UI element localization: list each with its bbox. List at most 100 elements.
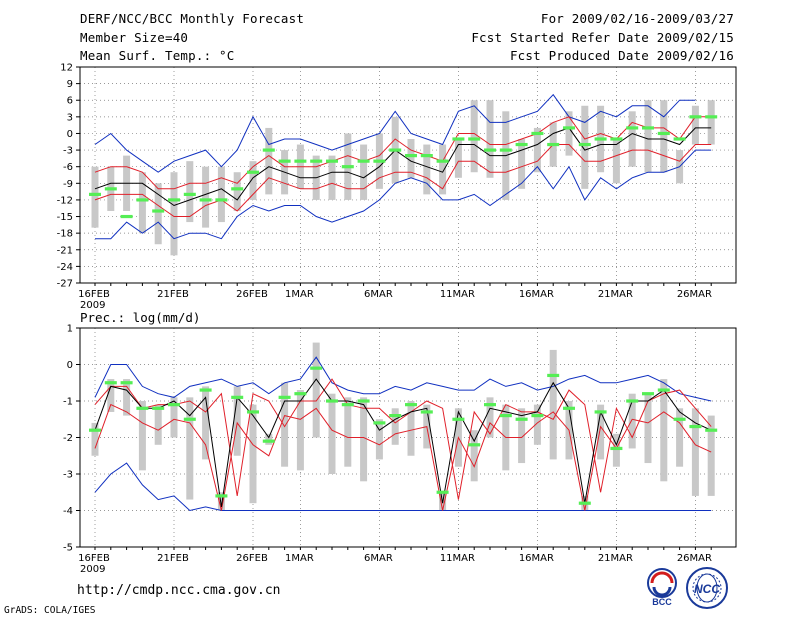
prec-median-16 [341, 403, 354, 407]
temp-median-5 [168, 198, 180, 202]
prec-box-4 [154, 404, 162, 445]
prec-year-label: 2009 [80, 564, 105, 575]
temp-box-24 [470, 100, 478, 173]
prec-median-11 [262, 439, 275, 443]
temp-median-18 [373, 159, 386, 163]
prec-xtick-label: 21FEB [157, 553, 189, 564]
prec-median-34 [626, 399, 639, 403]
temp-xtick-label: 16MAR [519, 289, 554, 300]
prec-xtick-label: 16FEB [78, 553, 110, 564]
temp-median-24 [468, 137, 481, 141]
temp-box-39 [707, 100, 715, 145]
temp-box-6 [186, 161, 194, 223]
prec-box-12 [281, 382, 289, 467]
prec-median-17 [357, 399, 370, 403]
temp-median-20 [405, 154, 417, 158]
prec-median-0 [89, 428, 101, 432]
temp-xtick-label: 1MAR [285, 289, 314, 300]
temp-box-35 [644, 100, 652, 173]
temp-median-29 [547, 142, 560, 147]
forecast-period: For 2009/02/16-2009/03/27 [540, 11, 734, 26]
temp-ytick-label: -24 [57, 262, 73, 273]
prec-min-line [94, 462, 712, 512]
temp-ytick-label: 3 [67, 112, 73, 123]
prec-median-6 [183, 417, 196, 421]
member-size: Member Size=40 [80, 30, 189, 45]
temp-median-6 [183, 192, 196, 196]
temp-median-32 [594, 137, 607, 141]
prec-box-6 [186, 397, 194, 500]
temp-median-26 [499, 148, 512, 152]
temp-xtick-label: 26MAR [677, 289, 712, 300]
prec-median-27 [515, 417, 528, 421]
prec-median-25 [484, 403, 496, 407]
temp-box-15 [328, 155, 336, 200]
prec-xtick-label: 21MAR [598, 553, 633, 564]
prec-box-9 [233, 386, 241, 456]
temp-box-25 [486, 100, 494, 178]
prec-median-35 [642, 392, 654, 396]
temp-box-28 [533, 127, 541, 173]
temp-median-4 [152, 209, 165, 213]
temp-box-22 [439, 144, 447, 195]
prec-median-26 [499, 414, 512, 418]
prec-median-37 [673, 417, 686, 421]
prec-box-14 [312, 342, 320, 438]
temp-ytick-label: 6 [67, 96, 73, 107]
temp-median-0 [89, 192, 101, 196]
temp-median-30 [563, 126, 575, 130]
temp-box-34 [628, 111, 636, 167]
temp-median-7 [199, 198, 212, 202]
temp-median-31 [578, 142, 591, 147]
bcc-logo: BCC [647, 568, 677, 607]
chart-title: DERF/NCC/BCC Monthly Forecast [80, 11, 305, 26]
prec-median-1 [104, 381, 117, 385]
temp-box-21 [423, 144, 431, 195]
temp-xtick-label: 16FEB [78, 289, 110, 300]
temp-median-10 [247, 170, 259, 174]
prec-median-7 [199, 388, 212, 392]
ncc-logo: NCC [686, 567, 728, 609]
temp-ytick-label: -3 [63, 146, 73, 157]
prec-median-15 [326, 399, 338, 403]
temp-median-23 [452, 137, 465, 141]
temp-xtick-label: 6MAR [364, 289, 393, 300]
temp-box-20 [407, 139, 415, 178]
prec-median-12 [278, 395, 291, 399]
footer-url[interactable]: http://cmdp.ncc.cma.gov.cn [77, 583, 281, 598]
temp-box-5 [170, 172, 178, 256]
prec-median-13 [294, 392, 307, 396]
prec-median-24 [468, 443, 481, 447]
prec-median-30 [563, 406, 575, 410]
prec-box-27 [518, 408, 526, 464]
prec-lower-line [94, 403, 712, 511]
prec-median-8 [215, 494, 228, 498]
prec-mean-line [94, 378, 712, 507]
temp-median-16 [341, 165, 354, 169]
temp-xtick-label: 11MAR [440, 289, 475, 300]
temp-ytick-label: -9 [63, 179, 73, 190]
temp-median-17 [357, 159, 370, 163]
temp-ytick-label: -27 [57, 279, 73, 290]
temp-median-9 [231, 187, 244, 191]
temp-box-4 [154, 183, 162, 245]
prec-box-39 [707, 415, 715, 496]
temp-median-19 [389, 148, 402, 152]
prec-median-9 [231, 395, 244, 399]
prec-median-31 [578, 501, 591, 505]
prec-median-38 [689, 424, 702, 429]
prec-median-19 [389, 414, 402, 418]
prec-median-36 [657, 388, 670, 392]
prec-box-35 [644, 393, 652, 464]
prec-box-13 [296, 390, 304, 471]
prec-ytick-label: -5 [63, 543, 73, 554]
temp-xtick-label: 21FEB [157, 289, 189, 300]
prec-ytick-label: -4 [63, 506, 73, 517]
temp-box-3 [138, 172, 146, 234]
prec-median-2 [120, 381, 133, 385]
temp-ytick-label: -18 [57, 229, 73, 240]
temp-min-line [95, 149, 712, 240]
temp-median-3 [136, 198, 149, 202]
prec-median-5 [168, 403, 180, 407]
